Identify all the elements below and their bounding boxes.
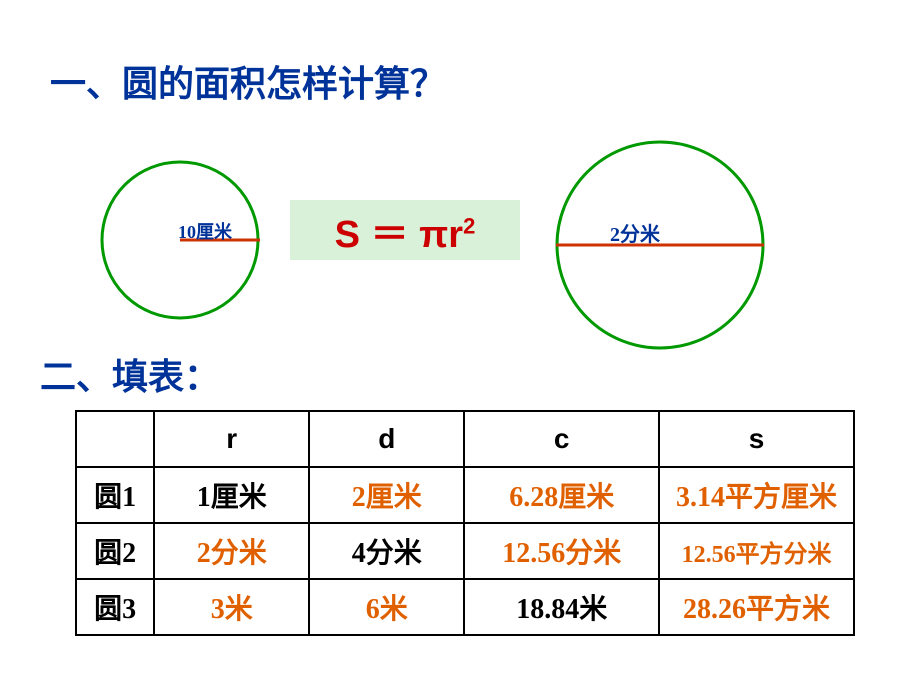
cell: 18.84米: [464, 579, 659, 635]
col-header: r: [154, 411, 309, 467]
col-header: d: [309, 411, 464, 467]
cell: 4分米: [309, 523, 464, 579]
table-row: 圆22分米4分米12.56分米12.56平方分米: [76, 523, 854, 579]
formula-text: S ＝ πr2: [335, 203, 476, 258]
table-row: 圆33米6米18.84米28.26平方米: [76, 579, 854, 635]
right-circle-label: 2分米: [610, 218, 660, 247]
formula-s: S: [335, 214, 360, 256]
left-circle-label: 10厘米: [178, 218, 232, 244]
formula-exp: 2: [463, 213, 475, 238]
cell: 3.14平方厘米: [659, 467, 854, 523]
formula-eq: ＝: [371, 214, 409, 256]
cell: 2分米: [154, 523, 309, 579]
row-name: 圆2: [76, 523, 154, 579]
row-name: 圆3: [76, 579, 154, 635]
cell: 1厘米: [154, 467, 309, 523]
col-header: [76, 411, 154, 467]
table-row: 圆11厘米2厘米6.28厘米3.14平方厘米: [76, 467, 854, 523]
cell: 28.26平方米: [659, 579, 854, 635]
right-circle-diagram: [555, 140, 765, 350]
col-header: s: [659, 411, 854, 467]
formula-box: S ＝ πr2: [290, 200, 520, 260]
col-header: c: [464, 411, 659, 467]
cell: 6米: [309, 579, 464, 635]
heading-2: 二、填表：: [40, 348, 220, 400]
cell: 3米: [154, 579, 309, 635]
cell: 12.56平方分米: [659, 523, 854, 579]
cell: 12.56分米: [464, 523, 659, 579]
row-name: 圆1: [76, 467, 154, 523]
formula-pir: πr: [419, 214, 463, 256]
cell: 2厘米: [309, 467, 464, 523]
cell: 6.28厘米: [464, 467, 659, 523]
data-table: rdcs 圆11厘米2厘米6.28厘米3.14平方厘米圆22分米4分米12.56…: [75, 410, 855, 636]
heading-1: 一、圆的面积怎样计算？: [50, 55, 446, 107]
